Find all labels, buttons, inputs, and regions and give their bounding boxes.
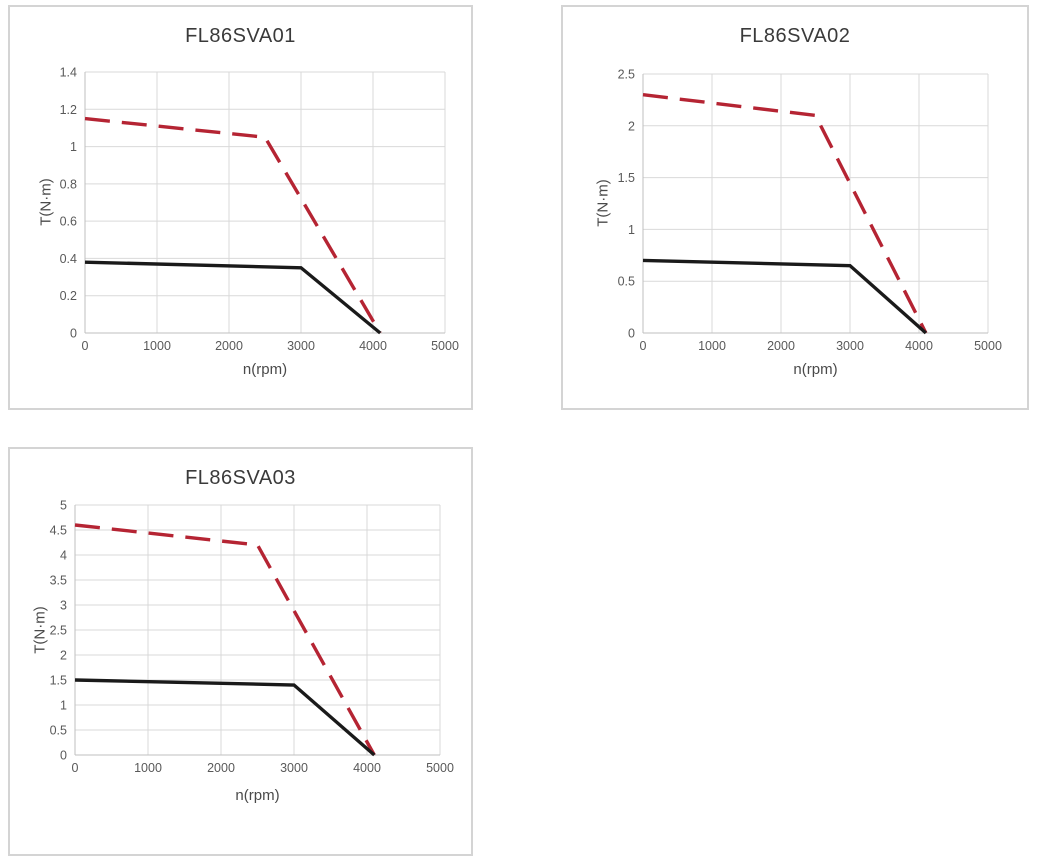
svg-text:1000: 1000: [134, 761, 162, 775]
svg-text:0.2: 0.2: [60, 289, 77, 303]
svg-text:2.5: 2.5: [50, 624, 67, 638]
svg-text:4000: 4000: [359, 339, 387, 353]
chart-title: FL86SVA03: [185, 467, 296, 489]
chart-title: FL86SVA02: [739, 25, 851, 47]
chart-card-fl86sva02: FL86SVA02 T(N·m) 0 0.5 1 1.5 2 2.5 0 1000 2000 30…: [561, 5, 1029, 410]
svg-text:1000: 1000: [143, 339, 171, 353]
svg-text:0: 0: [60, 749, 67, 763]
svg-text:1.4: 1.4: [60, 66, 77, 80]
svg-text:5000: 5000: [974, 339, 1002, 353]
svg-text:3000: 3000: [287, 339, 315, 353]
svg-text:5000: 5000: [431, 339, 459, 353]
svg-text:3: 3: [60, 599, 67, 613]
chart-card-fl86sva03: FL86SVA03 T(N·m) 0 0.5 1 1.5 2 2.5 3 3.5 4 4.5 5 0 1…: [8, 447, 473, 856]
svg-text:0: 0: [70, 327, 77, 341]
svg-text:3.5: 3.5: [50, 574, 67, 588]
chart-card-fl86sva01: FL86SVA01 T(N·m) 0 0.2 0.4 0.6 0.8 1 1.2 1.4 0 10…: [8, 5, 473, 410]
svg-text:0.8: 0.8: [60, 177, 77, 191]
svg-text:4.5: 4.5: [50, 524, 67, 538]
x-axis-label: n(rpm): [235, 787, 280, 804]
svg-text:0: 0: [640, 339, 647, 353]
svg-text:2.5: 2.5: [618, 68, 635, 82]
svg-text:1000: 1000: [698, 339, 726, 353]
svg-text:0: 0: [72, 761, 79, 775]
svg-text:0.4: 0.4: [60, 252, 77, 266]
svg-text:0.6: 0.6: [60, 215, 77, 229]
svg-text:2000: 2000: [207, 761, 235, 775]
svg-text:2: 2: [628, 119, 635, 133]
svg-text:1.5: 1.5: [618, 171, 635, 185]
svg-text:4000: 4000: [905, 339, 933, 353]
svg-text:3000: 3000: [836, 339, 864, 353]
svg-text:3000: 3000: [280, 761, 308, 775]
plot-area: 0 0.2 0.4 0.6 0.8 1 1.2 1.4 0 1000 2000 3000 4000 500…: [60, 66, 459, 354]
svg-text:5: 5: [60, 499, 67, 513]
svg-text:1: 1: [60, 699, 67, 713]
svg-text:4: 4: [60, 549, 67, 563]
plot-area: 0 0.5 1 1.5 2 2.5 0 1000 2000 3000 4000 5000: [618, 68, 1002, 354]
svg-text:2000: 2000: [767, 339, 795, 353]
chart-title: FL86SVA01: [185, 25, 296, 47]
svg-text:0.5: 0.5: [50, 724, 67, 738]
x-axis-label: n(rpm): [242, 361, 288, 378]
svg-text:0: 0: [82, 339, 89, 353]
svg-text:5000: 5000: [426, 761, 454, 775]
svg-text:1: 1: [628, 223, 635, 237]
svg-text:0.5: 0.5: [618, 275, 635, 289]
svg-text:1.5: 1.5: [50, 674, 67, 688]
x-axis-label: n(rpm): [793, 361, 838, 378]
svg-text:0: 0: [628, 327, 635, 341]
svg-text:1: 1: [70, 140, 77, 154]
plot-area: 0 0.5 1 1.5 2 2.5 3 3.5 4 4.5 5 0 1000 2000 3000 4000 50…: [50, 499, 454, 776]
svg-text:1.2: 1.2: [60, 103, 77, 117]
svg-text:2: 2: [60, 649, 67, 663]
svg-text:4000: 4000: [353, 761, 381, 775]
svg-text:2000: 2000: [215, 339, 243, 353]
